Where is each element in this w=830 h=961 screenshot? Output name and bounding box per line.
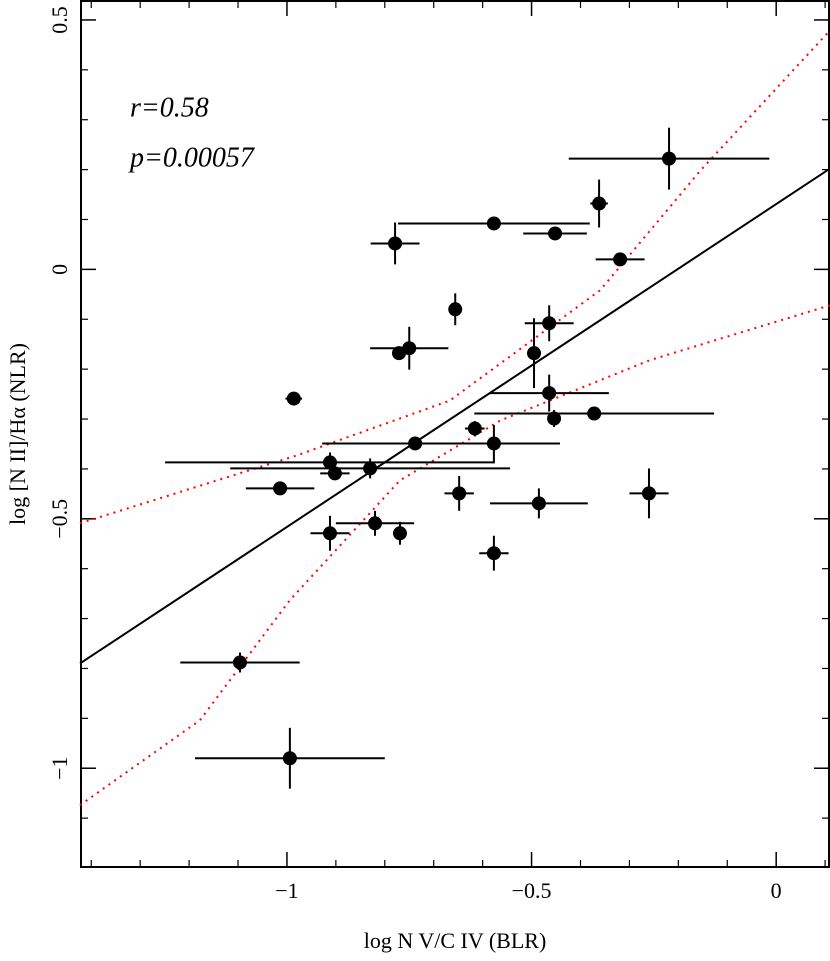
point [368,516,383,531]
confidence-band [79,304,830,806]
point [327,466,342,481]
point [232,655,247,670]
point [408,436,423,451]
point [547,411,562,426]
point [286,391,301,406]
point [392,526,407,541]
confidence-band [79,29,830,525]
point [587,406,602,421]
point [323,455,337,470]
point [323,526,337,541]
y-axis-label: log [N II]/Hα (NLR) [5,343,30,525]
x-tick-label: 0 [771,878,782,903]
y-tick-label: −0.5 [47,499,72,539]
point [391,346,406,361]
point [448,302,463,317]
annotation: r=0.58 [130,92,209,123]
point [388,236,403,251]
y-tick-label: 0.5 [47,6,72,34]
y-tick-label: 0 [47,264,72,275]
point [542,386,557,401]
point [486,546,501,561]
x-tick-label: −1 [275,878,298,903]
annotation: p=0.00057 [128,142,255,173]
point [467,421,482,436]
point [486,216,501,231]
plot-frame [80,0,830,868]
point [452,486,467,501]
point [641,486,656,501]
point [363,461,378,476]
point [548,226,563,241]
point [542,316,557,331]
x-tick-label: −0.5 [512,878,552,903]
point [613,252,628,267]
point [662,151,677,166]
point [273,481,288,496]
x-axis-label: log N V/C IV (BLR) [364,928,547,953]
fit-line [79,167,830,665]
point [527,346,542,361]
point [592,196,607,211]
point [282,751,297,766]
y-tick-label: −1 [47,757,72,780]
point [486,436,501,451]
point [531,496,546,511]
